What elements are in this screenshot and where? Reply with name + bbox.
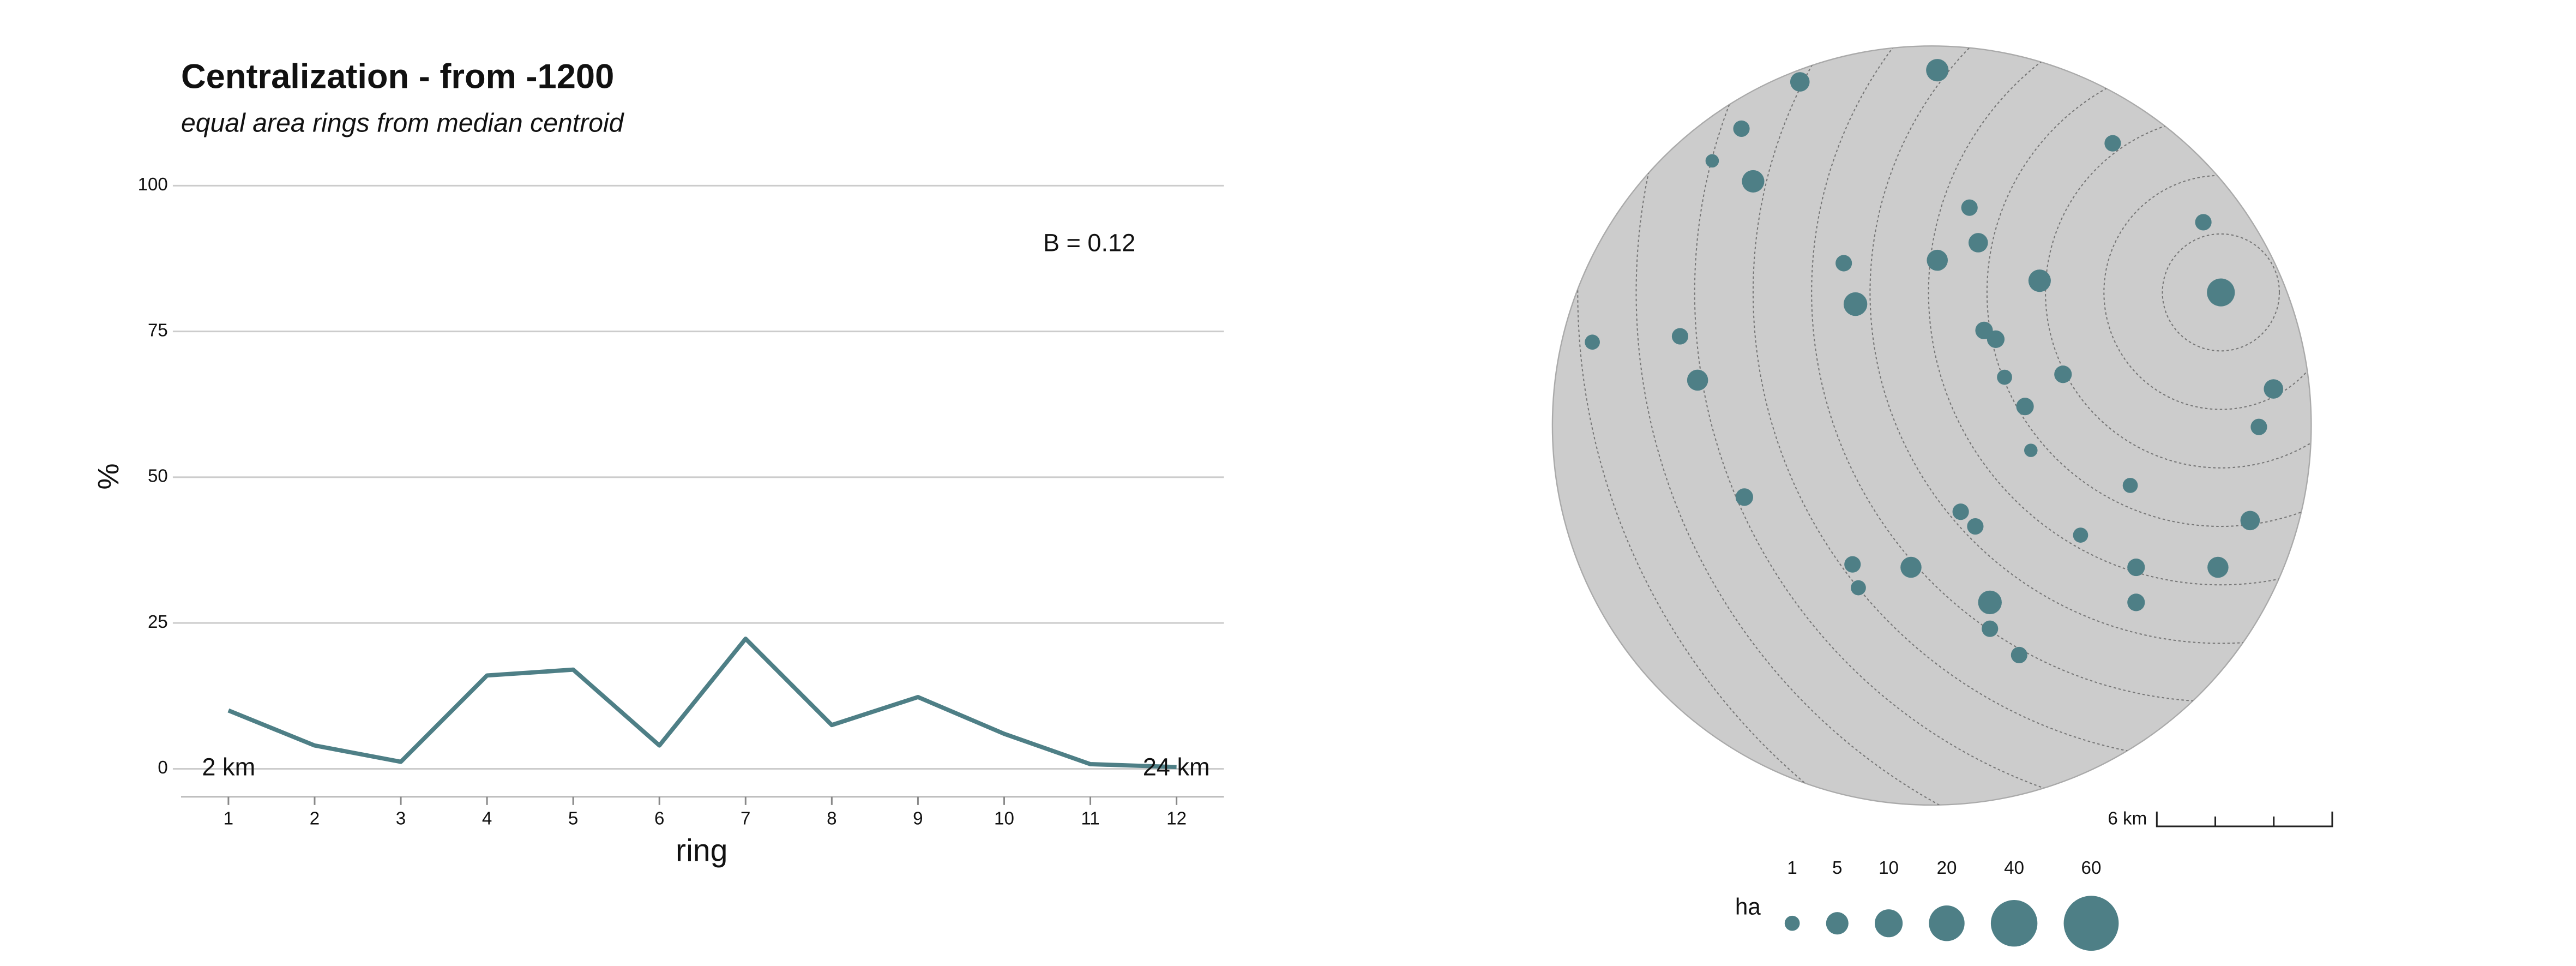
x-tick-label: 12 (1166, 809, 1187, 829)
ring (1986, 58, 2312, 527)
site (2250, 418, 2267, 435)
site (1733, 120, 1750, 137)
size-legend-mark (1875, 909, 1903, 938)
size-legend-mark (1826, 912, 1849, 935)
site (1735, 488, 1753, 506)
site (1844, 556, 1861, 573)
site (2264, 379, 2284, 399)
site (2207, 556, 2229, 578)
site (1961, 199, 1978, 216)
y-tick-label: 25 (148, 612, 168, 632)
site (1900, 556, 1922, 578)
y-axis-label: % (92, 463, 125, 489)
site (2024, 443, 2038, 457)
site (2054, 365, 2072, 383)
site (2122, 478, 2138, 493)
ring (1694, 46, 2312, 805)
ring (2162, 233, 2280, 352)
site (1705, 154, 1719, 168)
x-tick-label: 11 (1081, 809, 1099, 829)
x-tick-label: 5 (568, 809, 578, 829)
size-legend-label: 5 (1832, 858, 1842, 878)
site (1790, 72, 1810, 92)
site (2127, 558, 2145, 577)
size-legend-label: 1 (1787, 858, 1797, 878)
site (1952, 503, 1969, 520)
ring (2103, 175, 2312, 410)
site (1978, 590, 2002, 615)
scale-bar (2156, 811, 2333, 827)
data-line (227, 637, 1177, 770)
x-tick-label: 2 (310, 809, 320, 829)
annotation: 2 km (202, 753, 255, 781)
chart-title: Centralization - from -1200 (181, 57, 614, 95)
site (1982, 620, 1999, 637)
size-legend-label: 10 (1879, 858, 1899, 878)
size-legend-mark (1929, 905, 1965, 941)
x-tick-label: 9 (913, 809, 923, 829)
x-tick-label: 1 (224, 809, 233, 829)
site (1687, 369, 1708, 391)
x-tick-label: 10 (994, 809, 1014, 829)
site (2016, 398, 2034, 416)
site (1843, 292, 1868, 316)
x-tick-label: 4 (482, 809, 492, 829)
site (2011, 646, 2027, 663)
site (2104, 135, 2121, 152)
site (1968, 233, 1988, 253)
site (2240, 511, 2260, 531)
annotation: B = 0.12 (1043, 229, 1135, 257)
size-legend-label: 20 (1937, 858, 1957, 878)
y-tick-label: 75 (148, 320, 168, 340)
ring (1928, 46, 2312, 586)
scale-bar-label: 6 km (2108, 809, 2147, 829)
annotation: 24 km (1143, 753, 1210, 781)
site (1742, 170, 1765, 193)
size-legend-label: 40 (2004, 858, 2024, 878)
y-tick-label: 0 (158, 758, 167, 778)
site (1585, 334, 1600, 350)
x-tick-label: 8 (827, 809, 836, 829)
size-legend-mark (2063, 896, 2119, 951)
site (2127, 593, 2145, 611)
size-legend-label: 60 (2081, 858, 2102, 878)
ring (1577, 46, 2312, 805)
site (1926, 59, 1949, 82)
site (1927, 249, 1948, 271)
size-legend-mark (1784, 915, 1800, 931)
site (2028, 269, 2051, 292)
y-tick-label: 50 (148, 466, 168, 487)
site (1967, 518, 1984, 535)
x-tick-label: 6 (654, 809, 664, 829)
site (2195, 214, 2212, 231)
site (2073, 527, 2089, 543)
size-legend-title: ha (1735, 894, 1761, 920)
size-legend-mark (1990, 899, 2038, 947)
site (1851, 580, 1866, 596)
region-boundary (1551, 45, 2312, 806)
site (1997, 369, 2012, 385)
site (1987, 330, 2005, 348)
site (1835, 255, 1852, 272)
y-tick-label: 100 (138, 175, 168, 195)
x-axis-label: ring (676, 833, 727, 868)
site (2207, 278, 2235, 307)
site (1671, 328, 1689, 345)
x-tick-label: 7 (741, 809, 750, 829)
x-tick-label: 3 (396, 809, 406, 829)
chart-subtitle: equal area rings from median centroid (181, 109, 625, 138)
